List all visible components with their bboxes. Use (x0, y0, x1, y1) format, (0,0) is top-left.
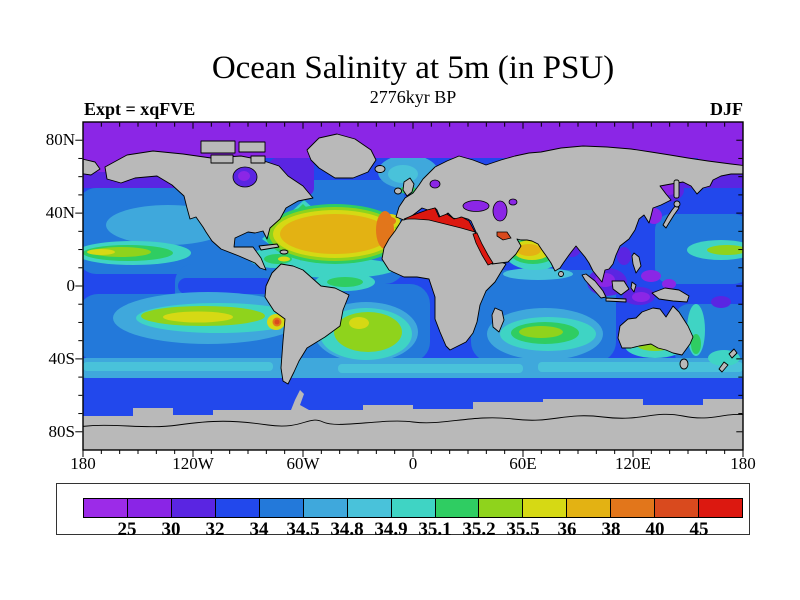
hudson-bay-core (238, 171, 250, 181)
colorbar-boundary-label: 34.9 (374, 519, 408, 540)
colorbar-boundary-label: 45 (689, 519, 709, 540)
antarctic-coastline (83, 413, 743, 428)
japan (662, 204, 680, 229)
colorbar-segment (699, 499, 743, 517)
x-tick-label: 120E (615, 454, 651, 473)
colorbar-segment (479, 499, 524, 517)
hokkaido (673, 200, 681, 208)
colorbar-boundary-label: 34.5 (286, 519, 320, 540)
chukotka-wrap (83, 158, 101, 176)
y-tick-label: 40N (45, 203, 75, 222)
borneo (611, 280, 630, 296)
colorbar-boundary-label: 34.8 (330, 519, 364, 540)
equatorial-fresh-tongue (178, 278, 273, 294)
colorbar-segment (567, 499, 612, 517)
aral-sea (508, 198, 518, 206)
colorbar-segment (391, 499, 436, 517)
ocean-gold-layer (280, 214, 541, 256)
colorbar-segment (303, 499, 348, 517)
x-tick-label: 60E (509, 454, 537, 473)
south-america (264, 263, 350, 385)
colorbar-boundary-label: 40 (645, 519, 665, 540)
colorbar-boundary-label: 34 (249, 519, 269, 540)
caspian-sea (492, 200, 508, 222)
world-salinity-map (75, 121, 744, 457)
plot-title: Ocean Salinity at 5m (in PSU) (211, 50, 615, 86)
colorbar-frame (56, 483, 750, 535)
colorbar-boundary-label: 32 (205, 519, 225, 540)
philippines (631, 252, 642, 274)
baltic-sea (429, 179, 441, 189)
plot-subtitle: 2776kyr BP (369, 87, 457, 107)
greenland (306, 133, 377, 179)
colorbar-segment (611, 499, 656, 517)
australia (617, 305, 694, 356)
sri-lanka (558, 271, 564, 277)
colorbar-segment (347, 499, 392, 517)
north-america (104, 150, 314, 271)
x-tick-label: 120W (172, 454, 214, 473)
colorbar-boundary-label: 25 (117, 519, 137, 540)
y-tick-label: 80N (45, 130, 75, 149)
colorbar-boundary-label: 36 (557, 519, 577, 540)
colorbar (83, 498, 743, 518)
colorbar-segment (171, 499, 216, 517)
hispaniola (279, 249, 289, 255)
new-zealand-south (718, 361, 729, 373)
colorbar-segment (259, 499, 304, 517)
axis-ticks (75, 122, 744, 457)
colorbar-boundary-label: 38 (601, 519, 621, 540)
x-tick-label: 0 (408, 454, 418, 473)
colorbar-boundary-label: 35.2 (462, 519, 496, 540)
cuba (258, 243, 280, 251)
colorbar-segment (215, 499, 260, 517)
inland-seas-layer (232, 166, 518, 266)
arctic-islands (200, 140, 236, 154)
colorbar-segment (435, 499, 480, 517)
x-tick-label: 180 (730, 454, 756, 473)
arctic-islands (238, 141, 266, 153)
peru-coast-spot (274, 319, 280, 325)
colorbar-boundary-label: 35.1 (418, 519, 452, 540)
britain (402, 177, 415, 197)
colorbar-segment (655, 499, 700, 517)
y-tick-label: 0 (66, 276, 76, 295)
x-tick-label: 180 (70, 454, 96, 473)
sakhalin (673, 179, 680, 199)
map-content (83, 122, 743, 450)
experiment-label: Expt = xqFVE (84, 99, 196, 119)
antarctica (83, 390, 743, 450)
colorbar-segment (127, 499, 172, 517)
y-tick-label: 80S (48, 422, 75, 441)
x-tick-label: 60W (286, 454, 320, 473)
new-guinea (651, 287, 690, 303)
sumatra (581, 273, 607, 299)
season-label: DJF (710, 99, 743, 119)
sulawesi (630, 281, 637, 293)
arctic-islands (250, 155, 266, 164)
mediterranean-sea (403, 207, 476, 233)
colorbar-boundary-label: 35.5 (506, 519, 540, 540)
arctic-islands (210, 154, 234, 164)
y-tick-label: 40S (48, 349, 75, 368)
new-zealand-north (728, 348, 738, 359)
colorbar-segment (84, 499, 128, 517)
ireland (394, 187, 402, 195)
red-sea (472, 232, 494, 266)
tasmania (679, 358, 689, 370)
java (605, 297, 627, 303)
madagascar (491, 307, 505, 333)
iceland (374, 165, 386, 173)
ocean-cyan-layer (83, 165, 743, 373)
persian-gulf (496, 231, 512, 241)
black-sea (462, 200, 490, 212)
colorbar-boundary-label: 30 (161, 519, 181, 540)
colorbar-segment (523, 499, 568, 517)
colorbar-labels: 25 30 32 34 34.5 34.8 34.9 35.1 35.2 35.5 36 38 40 45 (83, 519, 743, 540)
